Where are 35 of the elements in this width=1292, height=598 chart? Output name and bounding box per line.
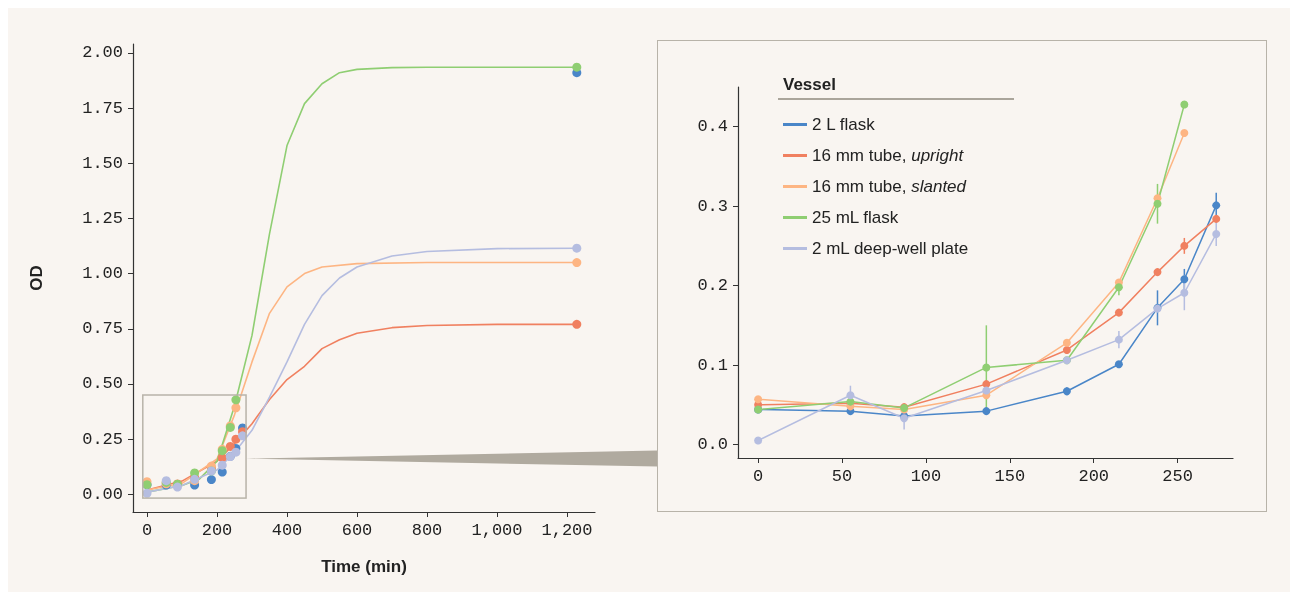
x-tick-label: 200 — [201, 521, 233, 540]
legend-label: 2 L flask — [812, 115, 876, 134]
x-tick-label: 200 — [1078, 467, 1110, 486]
y-tick-label: 0.4 — [697, 117, 728, 137]
y-tick-label: 0.75 — [82, 319, 123, 339]
x-tick-label: 100 — [910, 467, 942, 486]
y-tick-label: 1.00 — [82, 264, 123, 284]
y-tick-label: 1.50 — [82, 153, 123, 173]
y-tick-label: 1.75 — [82, 98, 123, 118]
y-tick-label: 0.3 — [697, 196, 728, 216]
x-tick-label: 0 — [753, 467, 764, 486]
y-tick-label: 0.0 — [697, 434, 728, 454]
x-tick-label: 1,200 — [541, 521, 593, 540]
legend-label: 16 mm tube, slanted — [812, 177, 967, 196]
x-tick-label: 0 — [141, 521, 153, 540]
legend-label: 16 mm tube, upright — [812, 146, 965, 165]
x-tick-label: 400 — [271, 521, 303, 540]
y-tick-label: 0.1 — [697, 355, 728, 375]
y-tick-label: 0.50 — [82, 374, 123, 394]
y-axis-title: OD — [27, 265, 46, 291]
y-tick-label: 1.25 — [82, 208, 123, 228]
x-tick-label: 1,000 — [471, 521, 523, 540]
x-tick-label: 600 — [341, 521, 373, 540]
y-tick-label: 0.25 — [82, 429, 123, 449]
legend-label: 2 mL deep-well plate — [812, 239, 969, 258]
x-tick-label: 50 — [831, 467, 853, 486]
y-tick-label: 0.2 — [697, 276, 728, 296]
x-tick-label: 250 — [1162, 467, 1193, 486]
x-axis-title: Time (min) — [321, 557, 407, 576]
x-tick-label: 150 — [994, 467, 1026, 486]
x-tick-label: 800 — [411, 521, 443, 540]
y-tick-label: 0.00 — [82, 484, 123, 504]
y-tick-label: 2.00 — [82, 43, 123, 63]
legend-title: Vessel — [783, 75, 836, 94]
legend-label: 25 mL flask — [812, 208, 899, 227]
